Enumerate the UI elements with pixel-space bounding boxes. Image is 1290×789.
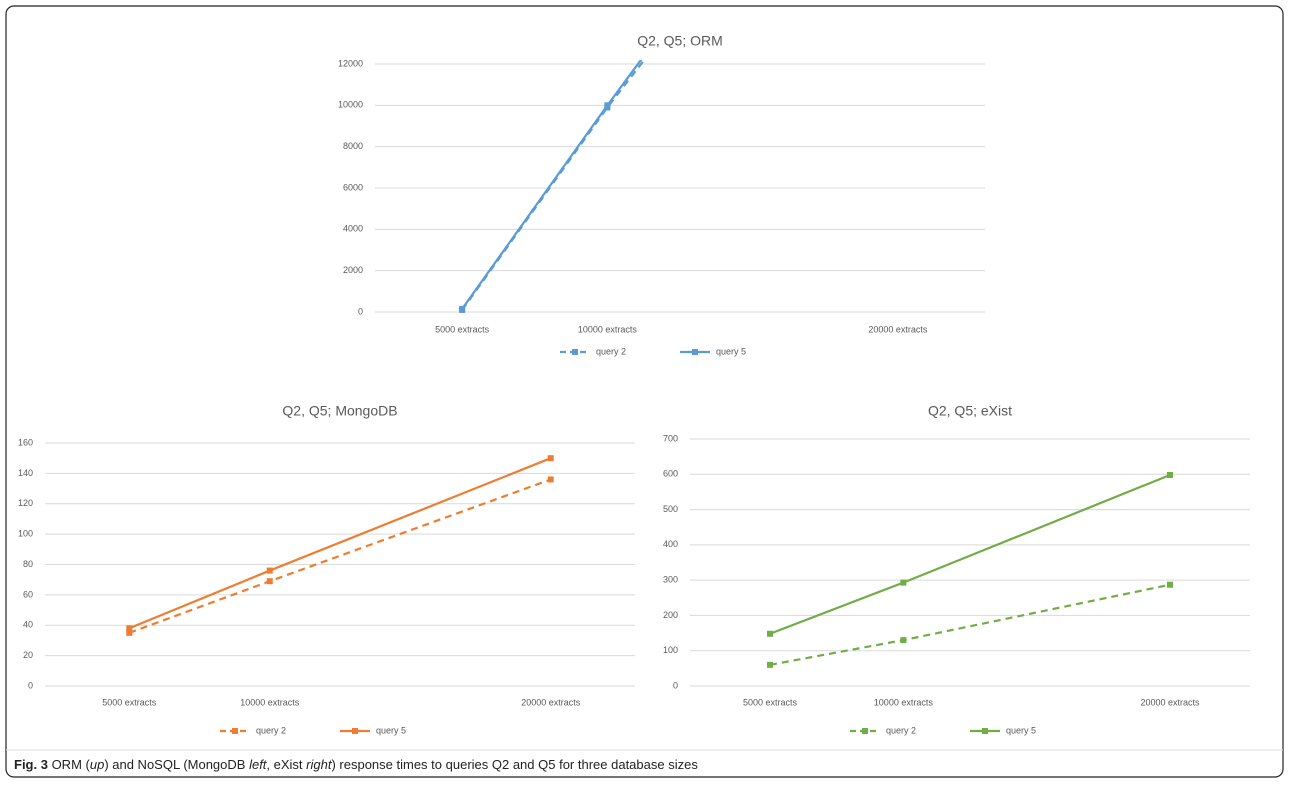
y-tick-label: 0: [358, 306, 363, 316]
caption-label: Fig. 3: [14, 757, 48, 772]
caption-text: ) and NoSQL (MongoDB: [104, 757, 249, 772]
marker: [1167, 581, 1173, 588]
legend-marker: [352, 728, 358, 734]
marker: [266, 567, 273, 574]
y-tick-label: 4000: [343, 224, 363, 234]
chart: Q2, Q5; eXist 0 100 200 300 400 500 600 700 5000 …: [663, 403, 1250, 735]
y-tick-label: 12000: [338, 58, 363, 68]
plot-area: [459, 60, 646, 313]
x-tick-label: 20000 extracts: [521, 697, 581, 707]
marker: [547, 455, 554, 462]
x-tick-label: 10000 extracts: [874, 697, 934, 707]
y-tick-label: 2000: [343, 265, 363, 275]
plot-area: [126, 455, 554, 636]
chart: Q2, Q5; MongoDB 0 20 40 60 80 100 120 140 160 5000…: [18, 403, 635, 735]
y-tick-label: 100: [18, 529, 33, 539]
y-tick-label: 0: [673, 680, 678, 690]
legend-label: query 2: [886, 725, 916, 735]
figure-frame: [5, 5, 1284, 778]
y-tick-label: 160: [18, 437, 33, 447]
y-tick-label: 80: [23, 559, 33, 569]
legend-marker: [232, 728, 238, 734]
marker: [266, 578, 273, 585]
chart-title: Q2, Q5; eXist: [928, 403, 1012, 419]
caption-text: , eXist: [266, 757, 306, 772]
caption-text: ) response times to queries Q2 and Q5 fo…: [331, 757, 698, 772]
marker: [604, 102, 611, 109]
chart-title: Q2, Q5; ORM: [637, 33, 723, 49]
y-tick-label: 400: [663, 539, 678, 549]
plot-area: [767, 471, 1173, 668]
marker: [767, 630, 773, 637]
x-tick-label: 20000 extracts: [868, 324, 928, 334]
y-tick-label: 600: [663, 469, 678, 479]
legend-label: query 5: [376, 725, 406, 735]
series-line: [128, 457, 552, 630]
marker: [900, 637, 907, 644]
series-line: [769, 473, 1171, 635]
y-tick-label: 300: [663, 575, 678, 585]
legend-marker: [862, 728, 868, 734]
marker: [767, 661, 773, 668]
chart-title: Q2, Q5; MongoDB: [282, 403, 397, 419]
y-tick-label: 6000: [343, 182, 363, 192]
y-tick-label: 60: [23, 589, 33, 599]
marker: [900, 579, 907, 586]
legend-label: query 5: [716, 346, 746, 356]
x-tick-label: 10000 extracts: [578, 324, 638, 334]
series-line: [128, 478, 552, 634]
legend-label: query 5: [1006, 725, 1036, 735]
x-tick-label: 5000 extracts: [435, 324, 490, 334]
y-tick-label: 100: [663, 645, 678, 655]
x-tick-label: 5000 extracts: [102, 697, 157, 707]
caption-text: left: [249, 757, 268, 772]
x-tick-label: 20000 extracts: [1140, 697, 1200, 707]
y-tick-label: 0: [28, 680, 33, 690]
legend-marker: [982, 728, 988, 734]
legend-label: query 2: [596, 346, 626, 356]
legend-marker: [572, 349, 578, 355]
series-line: [769, 583, 1171, 666]
caption-text: ORM (: [48, 757, 91, 772]
caption-text: right: [306, 757, 333, 772]
caption: Fig. 3 ORM (up) and NoSQL (MongoDB left,…: [14, 757, 698, 772]
marker: [126, 629, 133, 636]
y-tick-label: 40: [23, 620, 33, 630]
y-tick-label: 200: [663, 610, 678, 620]
y-tick-label: 140: [18, 468, 33, 478]
marker: [459, 305, 466, 312]
y-tick-label: 700: [663, 433, 678, 443]
legend-marker: [692, 349, 698, 355]
y-tick-label: 120: [18, 498, 33, 508]
x-tick-label: 10000 extracts: [240, 697, 300, 707]
chart: Q2, Q5; ORM 0 2000 4000 6000 8000 10000 12000 50…: [338, 33, 985, 356]
marker: [126, 625, 133, 632]
y-tick-label: 500: [663, 504, 678, 514]
y-tick-label: 20: [23, 650, 33, 660]
legend-label: query 2: [256, 725, 286, 735]
marker: [1167, 471, 1173, 478]
marker: [547, 476, 554, 483]
y-tick-label: 8000: [343, 141, 363, 151]
y-tick-label: 10000: [338, 100, 363, 110]
caption-text: up: [90, 757, 104, 772]
x-tick-label: 5000 extracts: [743, 697, 798, 707]
